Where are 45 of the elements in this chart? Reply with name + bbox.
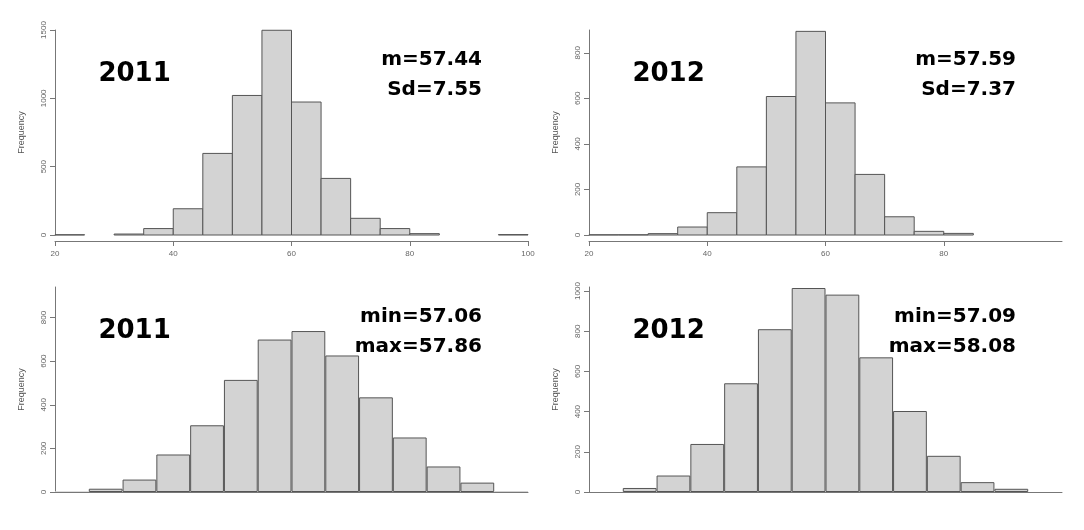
y-tick-label: 800 <box>38 310 48 325</box>
y-tick-label: 500 <box>38 159 48 174</box>
y-tick-label: 800 <box>572 324 582 338</box>
y-axis-title: Frequency <box>549 110 560 154</box>
annotation: m=57.44 <box>381 46 482 70</box>
y-axis-title: Frequency <box>549 367 560 411</box>
annotation: Sd=7.55 <box>387 76 482 100</box>
annotation: m=57.59 <box>915 46 1016 70</box>
annotation: max=58.08 <box>888 333 1017 357</box>
x-tick-label: 100 <box>521 248 536 258</box>
x-tick-label: 20 <box>584 248 594 258</box>
y-axis-title: Frequency <box>15 367 26 411</box>
y-tick-label: 400 <box>572 404 582 419</box>
y-tick-label: 0 <box>38 489 48 495</box>
y-tick-label: 600 <box>572 91 582 106</box>
y-tick-label: 600 <box>38 353 48 368</box>
annotation: min=57.09 <box>894 303 1016 327</box>
annotation: Sd=7.37 <box>921 76 1016 100</box>
text: 2011 <box>98 314 171 345</box>
y-tick-label: 0 <box>38 232 48 238</box>
x-tick-label: 40 <box>702 248 713 258</box>
y-tick-label: 1000 <box>38 88 48 108</box>
x-tick-label: 60 <box>287 248 297 258</box>
y-tick-label: 600 <box>572 364 582 379</box>
x-tick-label: 40 <box>168 248 179 258</box>
y-tick-label: 800 <box>572 45 582 60</box>
y-tick-label: 200 <box>38 441 48 456</box>
y-tick-label: 400 <box>38 397 48 412</box>
y-tick-label: 200 <box>572 444 582 459</box>
text: 2012 <box>632 314 705 345</box>
y-tick-label: 1000 <box>572 281 582 300</box>
y-axis-title: Frequency <box>15 110 26 154</box>
text: 2012 <box>632 57 705 88</box>
x-tick-label: 20 <box>50 248 60 258</box>
annotation: max=57.86 <box>354 333 483 357</box>
x-tick-label: 80 <box>405 248 415 258</box>
annotation: min=57.06 <box>360 303 482 327</box>
text: 2011 <box>98 57 171 88</box>
y-tick-label: 200 <box>572 182 582 197</box>
y-tick-label: 0 <box>572 232 582 238</box>
x-tick-label: 80 <box>939 248 949 258</box>
y-tick-label: 0 <box>572 489 582 495</box>
x-tick-label: 60 <box>821 248 831 258</box>
y-tick-label: 400 <box>572 136 582 151</box>
y-tick-label: 1500 <box>38 20 48 39</box>
